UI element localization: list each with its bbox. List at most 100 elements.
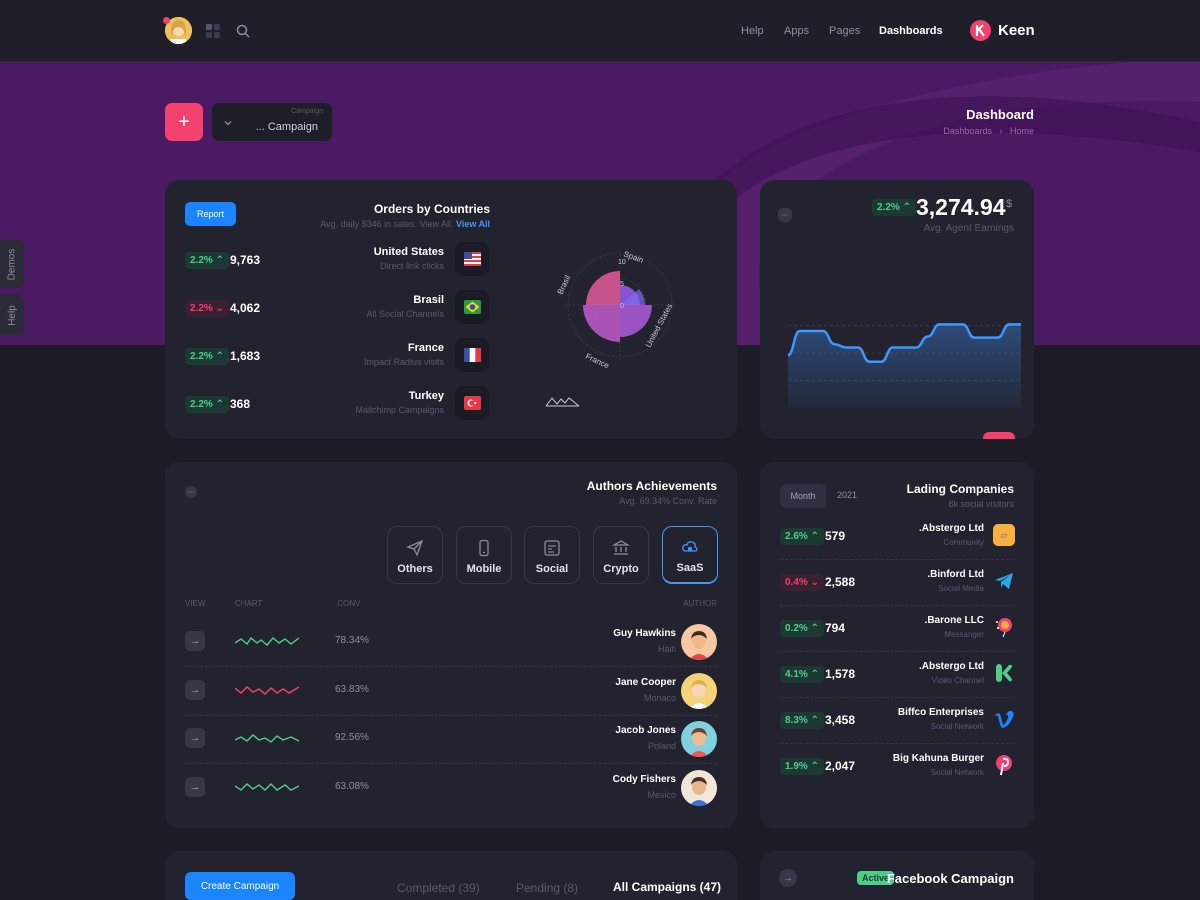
change-badge: 2.2% ⌃ [185,396,229,413]
sparkline-chart [235,734,299,743]
filter-1y[interactable]: 1y [780,432,812,440]
polar-tick-5: 5 [620,281,624,288]
arrow-right-icon[interactable]: → [185,728,205,748]
conv-value: 92.56% [335,732,369,743]
company-sub: Messanger [944,630,984,639]
earnings-label: Avg. Agent Earnings [923,223,1014,234]
polar-slice-brasil [586,271,620,305]
polar-slice-us [620,305,652,337]
companies-title: Lading Companies [906,482,1014,496]
search-icon[interactable] [236,24,250,43]
author-country: Monaco [643,692,676,703]
earnings-card: ⋯ 2.2% ⌃ 3,274.94 $ Avg. Agent Earnings … [760,180,1034,439]
author-avatar[interactable] [681,624,717,660]
nav-apps[interactable]: Apps [784,25,810,37]
nav-dashboards[interactable]: Dashboards [879,25,943,37]
author-name[interactable]: Jacob Jones [615,725,676,736]
arrow-right-icon[interactable]: → [779,869,797,887]
brand-name: Keen [998,22,1035,39]
orders-subtitle: Avg. daily $346 in sales. View All. [320,219,454,229]
country-name: Brasil [413,294,444,306]
nav-pages[interactable]: Pages [829,25,861,37]
author-avatar[interactable] [681,769,717,806]
campaigns-card: Create Campaign Completed (39) Pending (… [165,851,737,900]
pinterest-logo [993,754,1015,776]
author-name[interactable]: Jane Cooper [615,676,676,688]
kickstarter-logo [993,662,1015,684]
tab-all-campaigns[interactable]: All Campaigns (47) [613,880,722,894]
brand-logo[interactable]: Keen [970,20,1035,41]
tab-saas[interactable]: SaaS [662,526,718,584]
view-all-link[interactable]: View All [455,219,490,229]
arrow-right-icon[interactable]: → [185,679,205,700]
tab-completed[interactable]: Completed (39) [397,881,480,895]
apps-grid-icon[interactable] [206,24,220,43]
change-badge: 2.6% ⌃ [780,528,824,545]
campaign-select[interactable]: Campaign ... Campaign [212,103,332,141]
nav-help[interactable]: Help [741,25,764,37]
sparkline-chart [235,782,299,791]
company-sub: Social Network [930,768,984,777]
row-divider [185,714,717,716]
author-name[interactable]: Guy Hawkins [613,628,676,639]
sidebar-help-button[interactable]: Help [0,295,24,335]
telegram-logo [993,570,1015,592]
company-value: 1,578 [825,667,856,681]
tab-month[interactable]: Month [780,484,826,508]
country-sub: Mailchimp Campaigns [355,405,444,415]
top-bar: Help Apps Pages Dashboards Keen [0,0,1200,62]
create-campaign-button[interactable]: Create Campaign [185,872,295,900]
add-button[interactable]: + [165,103,203,141]
change-badge: 0.2% ⌃ [780,620,824,637]
filter-5d[interactable]: 5d [931,432,963,440]
filter-1d[interactable]: 1d [983,432,1015,439]
arrow-up-icon: ⌃ [810,669,819,680]
authors-title: Authors Achievements [586,479,717,493]
header-author: AUTHOR [683,599,717,608]
company-value: 2,588 [825,575,856,589]
author-avatar[interactable] [681,721,717,757]
menu-dots-icon[interactable]: ⋯ [185,486,197,498]
country-name: United States [373,246,444,258]
author-avatar[interactable] [681,672,717,709]
menu-dots-icon[interactable]: ⋯ [778,208,792,222]
tab-pending[interactable]: Pending (8) [516,881,579,895]
company-name[interactable]: .Abstergo Ltd [919,523,984,534]
filter-6m[interactable]: 6m [830,432,862,440]
page-header: Dashboard Dashboards › Home [943,107,1034,136]
company-name[interactable]: .Abstergo Ltd [919,661,984,672]
tab-social[interactable]: Social [524,526,580,584]
tab-others[interactable]: Others [387,526,443,584]
row-divider [185,666,717,667]
tab-2021[interactable]: 2021 [837,490,858,500]
breadcrumb-item-home[interactable]: Home [1009,126,1034,136]
report-button[interactable]: Report [185,202,236,226]
company-name[interactable]: Big Kahuna Burger [892,753,984,764]
country-sub: Direct link clicks [379,261,444,271]
tab-mobile[interactable]: Mobile [456,526,512,584]
tab-crypto[interactable]: Crypto [593,526,649,584]
sidebar-demos-button[interactable]: Demos [0,240,24,288]
company-name[interactable]: .Barone LLC [924,615,984,626]
row-divider [780,743,1014,744]
authors-card: ⋯ Authors Achievements Avg. 69.34% Conv.… [165,462,737,828]
company-value: 794 [825,621,846,635]
arrow-right-icon[interactable]: → [185,776,205,797]
company-value: 579 [825,529,846,543]
company-name[interactable]: .Binford Ltd [927,569,984,580]
paper-plane-icon [406,539,424,557]
header-conv: .CONV [335,599,361,608]
orders-header: Orders by Countries Avg. daily $346 in s… [320,202,490,229]
vimeo-logo [993,708,1015,730]
company-name[interactable]: Biffco Enterprises [897,707,984,718]
social-icon [544,540,560,556]
filter-1m[interactable]: 1m [881,432,913,440]
polar-tick-10: 10 [618,259,626,266]
orders-value: 4,062 [230,301,261,315]
arrow-right-icon[interactable]: → [185,631,205,651]
breadcrumb-item-dashboards[interactable]: Dashboards [943,126,992,136]
active-badge: Active [857,871,895,885]
country-name: France [407,342,444,354]
earnings-change-badge: 2.2% ⌃ [872,199,916,216]
author-name[interactable]: Cody Fishers [612,773,676,785]
